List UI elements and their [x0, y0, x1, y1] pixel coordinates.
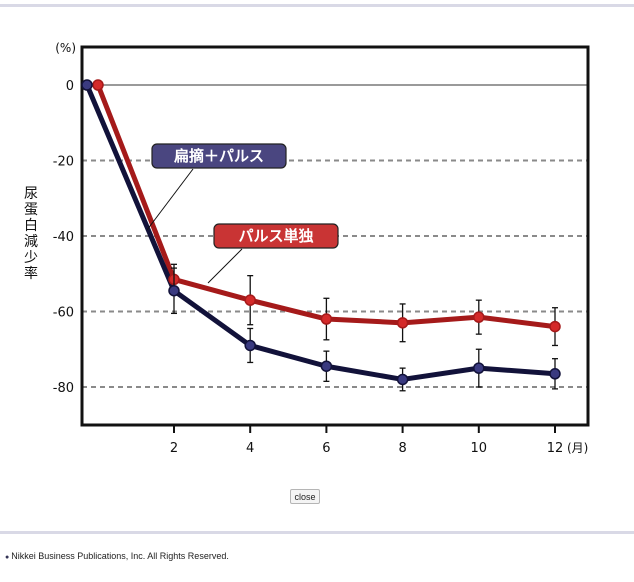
x-tick-label: 8 — [398, 441, 406, 456]
x-tick-label: 2 — [170, 441, 178, 456]
plot-frame — [80, 45, 590, 427]
y-tick-label: -20 — [53, 155, 74, 170]
y-axis-label-char: 尿 — [24, 186, 38, 202]
y-axis-label-char: 率 — [24, 265, 38, 282]
y-axis-label-char: 白 — [24, 218, 38, 234]
data-point — [473, 362, 485, 374]
series-line-pulse-only — [95, 84, 556, 330]
data-point — [168, 284, 180, 297]
y-tick-label: 0 — [66, 79, 74, 94]
legend-tonsillectomy-pulse-leader-line — [146, 168, 194, 231]
data-point — [473, 311, 485, 323]
legend-pulse-only-label-box — [213, 223, 339, 249]
data-point — [549, 368, 561, 380]
x-tick-label: 10 — [471, 441, 488, 456]
y-axis-label-char: 蛋 — [24, 202, 38, 218]
x-tick-label: 12 — [547, 441, 564, 456]
footer: ● Nikkei Business Publications, Inc. All … — [5, 551, 229, 561]
y-tick-label: -60 — [53, 306, 74, 321]
y-axis-label-char: 少 — [24, 250, 38, 266]
data-point — [549, 320, 561, 333]
y-tick-label: -80 — [53, 381, 74, 396]
x-tick-label: 6 — [322, 441, 330, 456]
legend-tonsillectomy-pulse-label: 扁摘＋パルス — [174, 147, 264, 165]
bottom-divider — [0, 531, 634, 534]
y-unit-label: (%) — [55, 41, 76, 55]
data-point — [244, 294, 256, 306]
data-point — [244, 339, 256, 352]
close-button[interactable]: close — [290, 489, 320, 504]
legend-pulse-only-label: パルス単独 — [238, 227, 313, 245]
data-point — [396, 317, 409, 329]
y-tick-label: -40 — [53, 230, 74, 245]
copyright-icon: ● — [5, 554, 10, 561]
legend-tonsillectomy-pulse-label-box — [151, 143, 287, 169]
y-axis-label-char: 減 — [24, 233, 38, 250]
data-point — [92, 79, 104, 91]
x-unit-label: (月) — [567, 441, 588, 455]
data-point — [320, 360, 333, 372]
legend-pulse-only-leader-line — [207, 248, 243, 284]
top-divider — [0, 4, 634, 7]
data-point — [396, 373, 409, 386]
x-tick-label: 4 — [246, 441, 254, 456]
copyright-text: Nikkei Business Publications, Inc. All R… — [11, 551, 229, 561]
data-point — [320, 313, 333, 325]
data-point — [81, 79, 93, 91]
